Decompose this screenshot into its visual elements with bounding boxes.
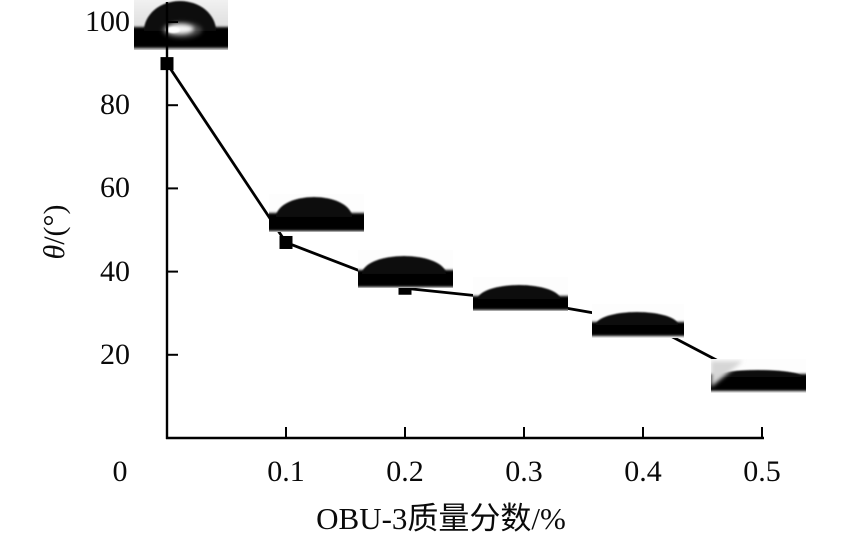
droplet-silhouette (478, 285, 560, 299)
y-tick-label-80: 80 (100, 88, 130, 122)
droplet-photo-0.1 (269, 194, 364, 232)
droplet-silhouette (596, 312, 678, 325)
data-series-layer (160, 57, 769, 391)
data-point-marker-0.1 (279, 235, 293, 249)
x-tick-label-0: 0 (112, 455, 128, 488)
y-tick-label-40: 40 (100, 254, 130, 288)
x-tick-label-0.1: 0.1 (267, 455, 305, 488)
substrate-band (358, 270, 453, 287)
droplet-silhouette (714, 370, 802, 377)
y-tick-label-100: 100 (85, 5, 130, 38)
droplet-photo-0 (134, 0, 228, 50)
droplet-photo-0.5 (711, 359, 806, 393)
droplet-silhouette (144, 1, 216, 31)
droplet-photos-layer (134, 0, 806, 393)
droplet-photo-0.4 (592, 304, 684, 338)
x-tick-label-0.3: 0.3 (505, 455, 543, 488)
substrate-band (473, 296, 568, 310)
droplet-photo-0.2 (358, 250, 453, 288)
y-axis-title: θ/(°) (38, 132, 74, 332)
x-tick-label-0.4: 0.4 (624, 455, 662, 488)
x-axis-title: OBU-3质量分数/% (316, 501, 566, 536)
droplet-silhouette (362, 256, 446, 274)
droplet-silhouette (276, 197, 352, 217)
droplet-photo-0.3 (473, 277, 568, 311)
y-axis-title-unit: /(°) (38, 204, 71, 245)
y-tick-label-60: 60 (100, 171, 130, 205)
x-tick-label-0.2: 0.2 (386, 455, 424, 488)
substrate-band (711, 374, 806, 391)
y-tick-label-20: 20 (100, 337, 130, 371)
substrate-band (592, 322, 684, 336)
droplet-highlight-core (166, 27, 180, 33)
substrate-band (269, 213, 364, 231)
axes-layer (165, 2, 764, 440)
x-tick-label-0.5: 0.5 (743, 455, 781, 488)
photo-glare-wedge (711, 361, 743, 387)
